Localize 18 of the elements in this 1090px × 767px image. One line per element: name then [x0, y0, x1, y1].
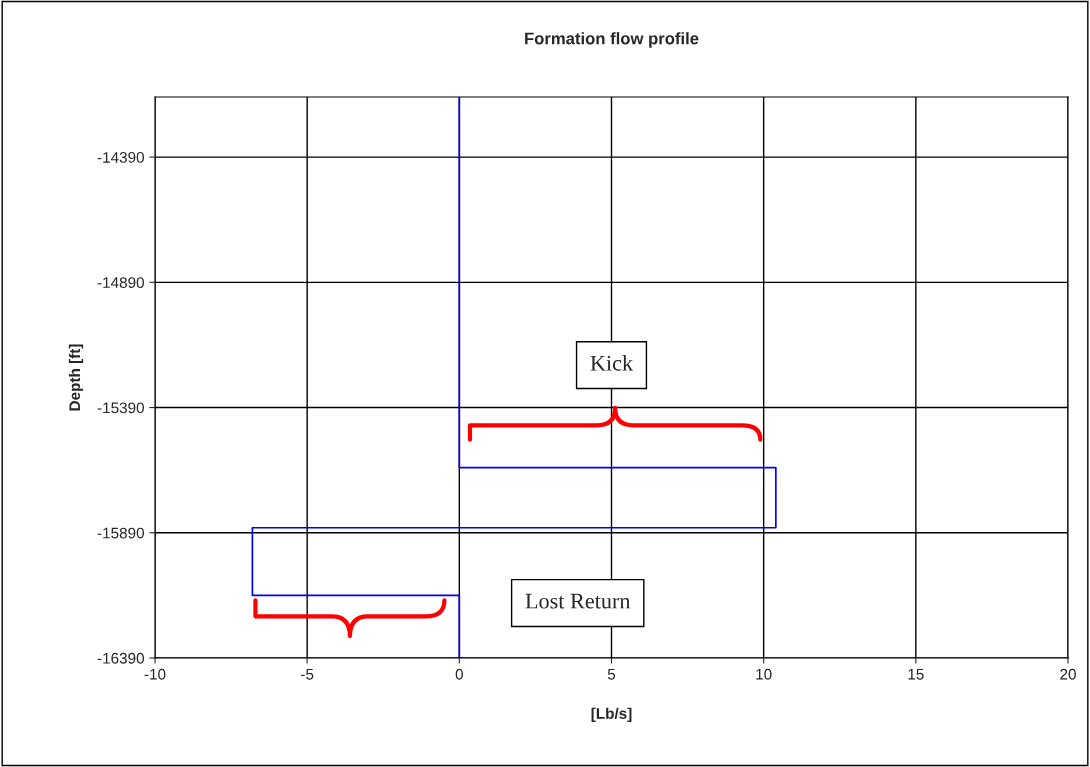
x-tick-label: 15 [908, 668, 924, 680]
x-tick-label: 10 [756, 668, 772, 680]
x-tick-label: -5 [301, 668, 314, 680]
x-axis-title: [Lb/s] [591, 707, 632, 722]
y-tick-label: -14890 [97, 277, 144, 289]
line-series [251, 97, 777, 658]
annotation: Lost Return [525, 593, 631, 609]
x-tick-label: -10 [144, 668, 166, 680]
y-tick-label: -14390 [97, 151, 144, 163]
x-tick-label: 20 [1060, 668, 1076, 680]
x-tick-label: 0 [455, 668, 463, 680]
x-tick-label: 5 [607, 668, 616, 680]
annotation: Kick [590, 355, 634, 371]
y-tick-label: -16390 [97, 652, 144, 664]
y-axis-title: Depth [ft] [68, 344, 84, 411]
y-tick-label: -15390 [97, 402, 144, 414]
chart-title: Formation flow profile [525, 32, 699, 48]
y-tick-label: -15890 [97, 527, 144, 539]
